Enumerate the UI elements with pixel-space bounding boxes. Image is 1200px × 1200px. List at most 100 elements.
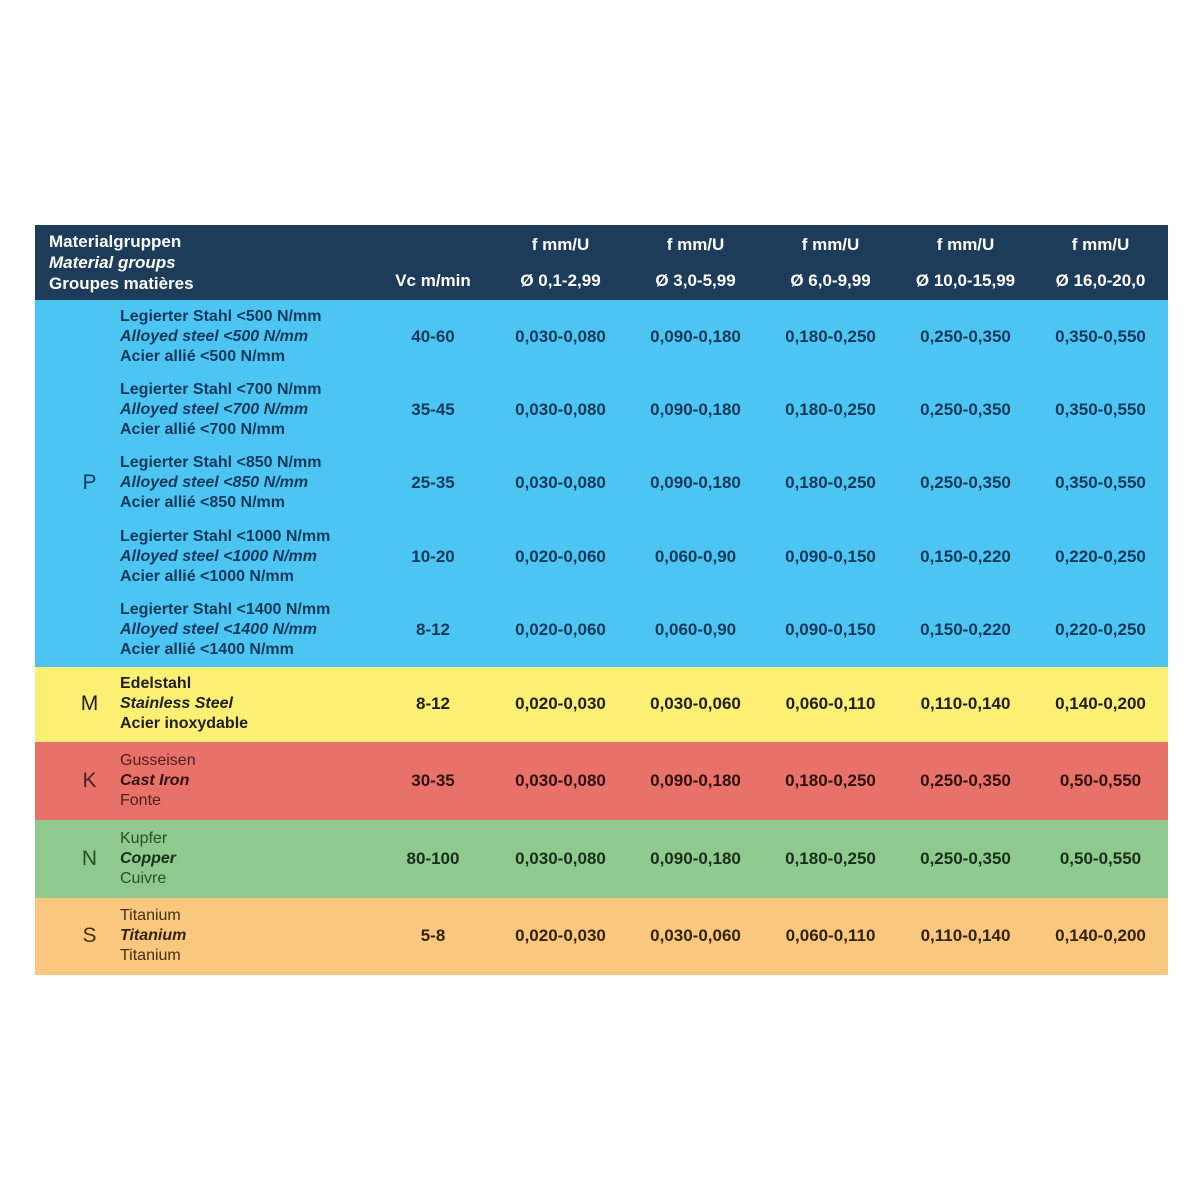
table-row: Kupfer Copper Cuivre 80-100 0,030-0,080 0,090… xyxy=(120,820,1168,898)
feed-value-col-1: 0,030-0,080 xyxy=(515,770,606,790)
group-rows: Titanium Titanium Titanium 5-8 0,020-0,030 0,… xyxy=(120,898,1168,975)
material-name-en: Alloyed steel <500 N/mm xyxy=(120,327,309,345)
material-name-fr: Fonte xyxy=(120,791,161,809)
feed-value-col-3: 0,060-0,110 xyxy=(785,694,876,714)
feed-unit-label: f mm/U xyxy=(1071,235,1130,254)
feed-value-col-2: 0,060-0,90 xyxy=(654,620,737,640)
material-name-de: Legierter Stahl <1400 N/mm xyxy=(120,601,331,619)
header-feed-col-4: f mm/U Ø 10,0-15,99 xyxy=(898,225,1033,300)
material-name-de: Titanium xyxy=(120,907,181,925)
header-material-en: Material groups xyxy=(49,253,176,272)
group-letter-S: S xyxy=(82,924,97,948)
group-rows: Kupfer Copper Cuivre 80-100 0,030-0,080 0,090… xyxy=(120,820,1168,898)
feed-value-col-2: 0,090-0,180 xyxy=(650,848,741,868)
group-letter-P: P xyxy=(82,471,97,495)
feed-value-col-2: 0,060-0,90 xyxy=(654,546,737,566)
header-feed-col-5: f mm/U Ø 16,0-20,0 xyxy=(1033,225,1168,300)
material-name-de: Legierter Stahl <1000 N/mm xyxy=(120,527,331,545)
feed-value-col-5: 0,350-0,550 xyxy=(1055,326,1146,346)
vc-value: 35-45 xyxy=(411,400,455,420)
feed-value-col-4: 0,250-0,350 xyxy=(920,400,1011,420)
feed-value-col-5: 0,140-0,200 xyxy=(1055,694,1146,714)
material-name-de: Legierter Stahl <700 N/mm xyxy=(120,381,322,399)
material-name-fr: Acier allié <850 N/mm xyxy=(120,494,285,512)
feed-value-col-2: 0,090-0,180 xyxy=(650,400,741,420)
feed-value-col-1: 0,020-0,060 xyxy=(515,620,606,640)
table-row: Legierter Stahl <1400 N/mm Alloyed steel … xyxy=(120,594,1168,667)
material-group-K: K Gusseisen Cast Iron Fonte 30-35 0,030-0,080… xyxy=(35,741,1168,820)
feed-value-col-1: 0,020-0,030 xyxy=(515,694,606,714)
feed-value-col-5: 0,140-0,200 xyxy=(1055,926,1146,946)
feed-diameter-label: Ø 0,1-2,99 xyxy=(520,271,601,290)
feed-value-col-1: 0,030-0,080 xyxy=(515,326,606,346)
material-name: Titanium Titanium Titanium xyxy=(120,906,373,966)
feed-value-col-3: 0,180-0,250 xyxy=(785,770,876,790)
feed-value-col-5: 0,220-0,250 xyxy=(1055,546,1146,566)
material-name-fr: Titanium xyxy=(120,947,181,965)
group-rows: Edelstahl Stainless Steel Acier inoxydable… xyxy=(120,667,1168,742)
feed-value-col-1: 0,030-0,080 xyxy=(515,473,606,493)
feed-value-col-2: 0,030-0,060 xyxy=(650,694,741,714)
group-rows: Legierter Stahl <500 N/mm Alloyed steel <… xyxy=(120,300,1168,667)
material-name-de: Legierter Stahl <500 N/mm xyxy=(120,307,322,325)
material-name-fr: Acier allié <700 N/mm xyxy=(120,421,285,439)
feed-value-col-5: 0,220-0,250 xyxy=(1055,620,1146,640)
material-name-en: Alloyed steel <1400 N/mm xyxy=(120,621,317,639)
material-name: Legierter Stahl <500 N/mm Alloyed steel <… xyxy=(120,307,373,367)
material-name: Legierter Stahl <1400 N/mm Alloyed steel … xyxy=(120,600,373,660)
feed-value-col-4: 0,250-0,350 xyxy=(920,473,1011,493)
material-name-fr: Acier allié <1400 N/mm xyxy=(120,641,294,659)
vc-value: 10-20 xyxy=(411,546,455,566)
cutting-data-table: Materialgruppen Material groups Groupes … xyxy=(35,225,1168,975)
material-name-en: Stainless Steel xyxy=(120,695,233,713)
table-row: Legierter Stahl <500 N/mm Alloyed steel <… xyxy=(120,300,1168,373)
vc-value: 5-8 xyxy=(420,926,446,946)
material-name: Legierter Stahl <850 N/mm Alloyed steel <… xyxy=(120,453,373,513)
vc-value: 8-12 xyxy=(415,620,451,640)
table-row: Titanium Titanium Titanium 5-8 0,020-0,030 0,… xyxy=(120,898,1168,975)
feed-value-col-2: 0,090-0,180 xyxy=(650,473,741,493)
feed-value-col-3: 0,090-0,150 xyxy=(785,546,876,566)
material-name-fr: Acier allié <1000 N/mm xyxy=(120,567,294,585)
feed-value-col-3: 0,090-0,150 xyxy=(785,620,876,640)
feed-value-col-3: 0,180-0,250 xyxy=(785,473,876,493)
material-name-en: Copper xyxy=(120,849,176,867)
feed-value-col-1: 0,030-0,080 xyxy=(515,848,606,868)
vc-value: 80-100 xyxy=(406,848,460,868)
feed-value-col-1: 0,020-0,060 xyxy=(515,546,606,566)
header-feed-col-1: f mm/U Ø 0,1-2,99 xyxy=(493,225,628,300)
feed-value-col-5: 0,350-0,550 xyxy=(1055,473,1146,493)
material-name-de: Legierter Stahl <850 N/mm xyxy=(120,454,322,472)
material-name: Legierter Stahl <1000 N/mm Alloyed steel … xyxy=(120,527,373,587)
feed-value-col-5: 0,50-0,550 xyxy=(1059,770,1142,790)
header-material-fr: Groupes matières xyxy=(49,274,194,293)
material-name-de: Kupfer xyxy=(120,829,168,847)
material-name-fr: Acier allié <500 N/mm xyxy=(120,347,285,365)
material-name-de: Gusseisen xyxy=(120,751,196,769)
feed-value-col-3: 0,060-0,110 xyxy=(785,926,876,946)
material-name: Gusseisen Cast Iron Fonte xyxy=(120,751,373,811)
feed-unit-label: f mm/U xyxy=(801,235,860,254)
material-group-N: N Kupfer Copper Cuivre 80-100 0,030-0,080 0,09… xyxy=(35,819,1168,898)
feed-value-col-4: 0,250-0,350 xyxy=(920,848,1011,868)
feed-value-col-4: 0,110-0,140 xyxy=(920,694,1011,714)
table-body: P Legierter Stahl <500 N/mm Alloyed steel … xyxy=(35,300,1168,975)
material-name-en: Alloyed steel <850 N/mm xyxy=(120,474,309,492)
feed-value-col-2: 0,030-0,060 xyxy=(650,926,741,946)
feed-value-col-5: 0,350-0,550 xyxy=(1055,400,1146,420)
table-row: Gusseisen Cast Iron Fonte 30-35 0,030-0,080 0… xyxy=(120,742,1168,820)
material-name-de: Edelstahl xyxy=(120,675,192,693)
header-vc-label: Vc m/min xyxy=(395,271,471,290)
material-name-en: Cast Iron xyxy=(120,771,190,789)
feed-value-col-3: 0,180-0,250 xyxy=(785,400,876,420)
table-row: Legierter Stahl <1000 N/mm Alloyed steel … xyxy=(120,520,1168,593)
material-group-S: S Titanium Titanium Titanium 5-8 0,020-0,030 0… xyxy=(35,897,1168,975)
material-name: Edelstahl Stainless Steel Acier inoxydable xyxy=(120,674,373,734)
table-row: Edelstahl Stainless Steel Acier inoxydable… xyxy=(120,667,1168,742)
feed-value-col-1: 0,020-0,030 xyxy=(515,926,606,946)
feed-value-col-5: 0,50-0,550 xyxy=(1059,848,1142,868)
group-rows: Gusseisen Cast Iron Fonte 30-35 0,030-0,080 0… xyxy=(120,742,1168,820)
feed-value-col-4: 0,150-0,220 xyxy=(920,546,1011,566)
material-name-en: Alloyed steel <1000 N/mm xyxy=(120,547,317,565)
vc-value: 25-35 xyxy=(411,473,455,493)
